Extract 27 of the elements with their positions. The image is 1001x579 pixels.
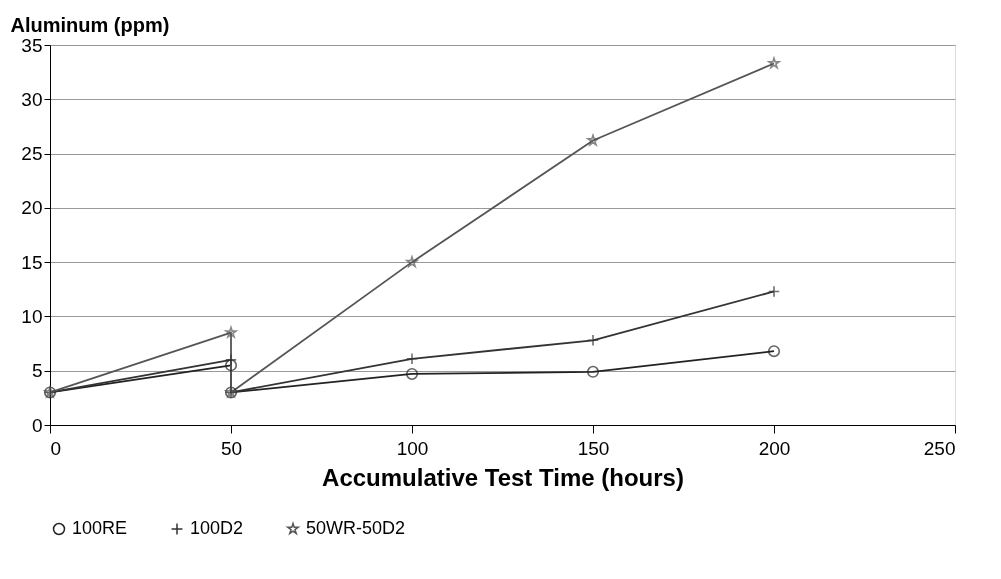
y-tick-label: 5 bbox=[31, 360, 43, 382]
y-tick-label: 0 bbox=[31, 414, 43, 436]
x-axis-title: Accumulative Test Time (hours) bbox=[322, 463, 684, 491]
x-tick-label: 150 bbox=[577, 437, 610, 459]
x-tick-label: 100 bbox=[396, 437, 429, 459]
x-tick-label: 250 bbox=[923, 437, 956, 459]
point bbox=[405, 352, 419, 365]
x-tick-label: 0 bbox=[50, 437, 62, 459]
legend-label: 100D2 bbox=[190, 518, 244, 538]
y-tick-label: 15 bbox=[21, 251, 43, 273]
x-tick-label: 50 bbox=[220, 437, 243, 459]
point bbox=[767, 345, 781, 358]
point bbox=[405, 367, 419, 381]
y-tick-label: 25 bbox=[21, 143, 43, 165]
point bbox=[224, 359, 238, 372]
y-tick-label: 20 bbox=[21, 197, 43, 219]
point bbox=[767, 285, 781, 298]
y-tick-label: 10 bbox=[21, 305, 43, 327]
point bbox=[224, 353, 238, 366]
y-axis-title: Aluminum (ppm) bbox=[10, 13, 170, 36]
y-tick-label: 35 bbox=[21, 34, 43, 56]
legend-label: 100RE bbox=[72, 518, 128, 538]
point bbox=[586, 334, 600, 347]
x-tick-label: 200 bbox=[758, 437, 791, 459]
legend-label: 50WR-50D2 bbox=[306, 518, 406, 538]
point bbox=[586, 365, 600, 378]
y-tick-label: 30 bbox=[21, 88, 43, 110]
